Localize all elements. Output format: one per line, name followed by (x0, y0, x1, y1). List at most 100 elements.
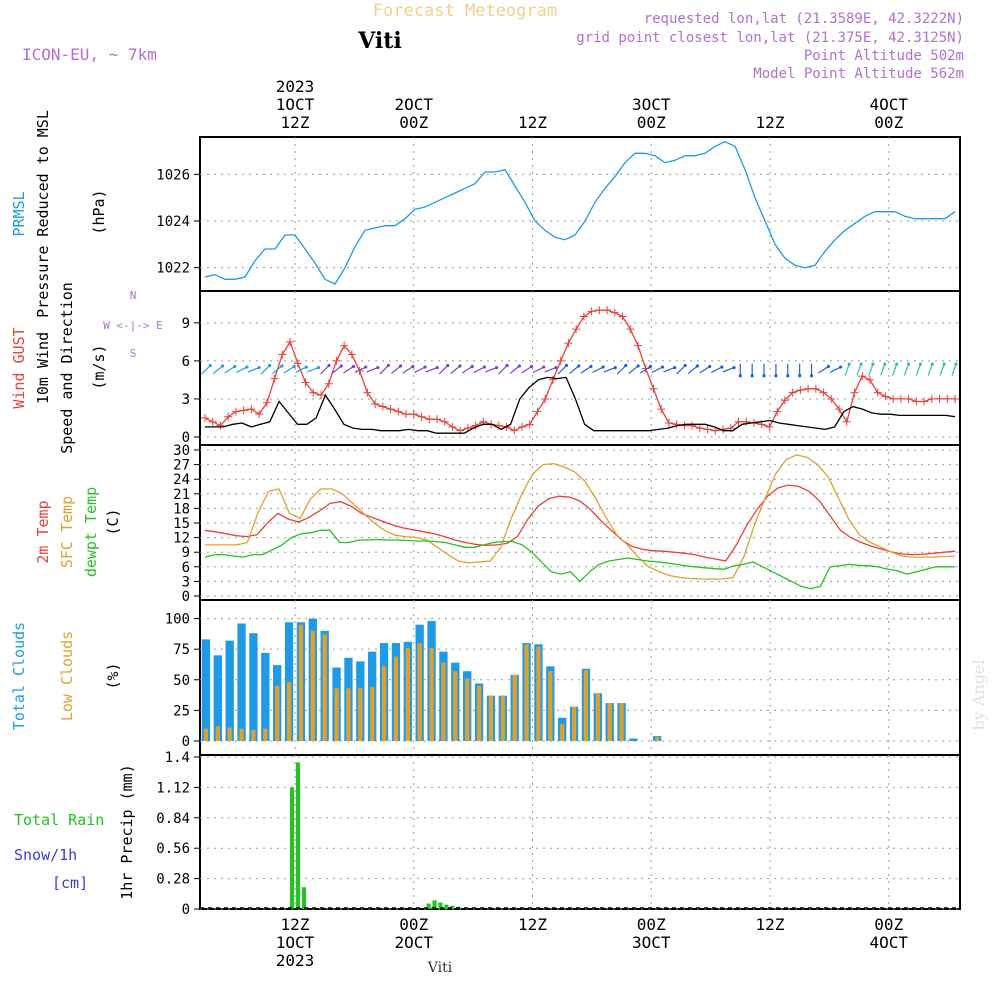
low-cloud-bar (334, 688, 339, 741)
wind-arrow (521, 365, 532, 374)
gust-marker (293, 359, 302, 368)
chart-title: Forecast Meteogram (373, 1, 557, 21)
wind-arrow-head (458, 364, 462, 368)
gust-marker (432, 415, 441, 424)
wind-arrow (544, 367, 557, 373)
wind-arrow-head (786, 374, 790, 378)
compass-south: S (130, 347, 137, 360)
wind-arrow-head (826, 364, 831, 369)
low-cloud-bar (346, 688, 351, 741)
gust-marker (425, 415, 434, 424)
gust-marker (796, 386, 805, 395)
wind-arrow-head (871, 362, 875, 366)
wind-arrow-head (660, 365, 665, 369)
wind-arrow-head (918, 362, 923, 366)
wind-arrow (343, 365, 354, 374)
gust-marker (386, 405, 395, 414)
wind-arrow (331, 365, 342, 375)
y-tick-label: 9 (182, 545, 190, 561)
wind-arrow (651, 366, 663, 374)
wind-arrow-head (411, 364, 415, 369)
gust-marker (201, 413, 209, 422)
wind-arrow (616, 365, 627, 375)
wind-arrow-head (738, 374, 742, 378)
gust-marker (587, 307, 596, 316)
series-line-prmsl (204, 140, 956, 285)
panel-label-0: 2m Temp (34, 500, 52, 563)
wind-arrow-head (494, 366, 499, 370)
low-cloud-bar (381, 666, 387, 741)
wind-arrow (829, 366, 841, 374)
panel-label-1: Low Clouds (58, 631, 76, 721)
wind-arrow (354, 366, 366, 374)
gust-marker (819, 388, 828, 397)
wind-arrow-head (708, 364, 712, 369)
bottom-time-label: 12Z (281, 915, 310, 934)
gust-marker (811, 384, 820, 393)
wind-arrow (450, 365, 461, 375)
series-line-sfc-temp (205, 454, 956, 580)
y-tick-label: 25 (173, 703, 190, 719)
bottom-time-label: 00Z (637, 915, 666, 934)
low-cloud-bar (595, 693, 600, 741)
gust-marker (417, 412, 426, 421)
wind-arrow (473, 366, 485, 374)
wind-arrow (710, 366, 723, 374)
gust-marker (278, 350, 287, 359)
gust-marker (208, 417, 217, 426)
gust-marker (347, 350, 356, 359)
gust-marker (409, 410, 418, 419)
model-altitude: Model Point Altitude 562m (753, 66, 964, 82)
panel-clouds: 0 25 50 75 100 Total Clouds Low Clouds (%) (10, 599, 961, 756)
wind-arrow-head (564, 363, 569, 368)
wind-arrow-head (883, 362, 887, 366)
low-cloud-bar (215, 726, 220, 741)
y-tick-label: 6 (182, 560, 190, 576)
gust-marker (672, 420, 681, 429)
location-title: Viti (357, 28, 402, 54)
model-label: ICON-EU, ~ 7km (22, 45, 157, 64)
wind-arrow-head (233, 364, 237, 369)
label-total-rain: Total Rain (14, 811, 104, 829)
gust-marker (951, 394, 959, 403)
wind-arrow-head (636, 364, 640, 368)
wind-arrow-head (376, 366, 380, 370)
wind-arrow-head (505, 363, 509, 368)
gust-marker (262, 398, 271, 407)
top-time-label: 2023 (276, 77, 315, 96)
wind-arrow (260, 365, 271, 375)
gust-marker (216, 421, 225, 430)
y-tick-label: 15 (173, 516, 190, 532)
low-cloud-bar (500, 695, 505, 741)
y-tick-label: 12 (173, 531, 190, 547)
wind-arrow-head (624, 363, 628, 368)
footer-location: Viti (427, 960, 453, 976)
wind-arrow (461, 365, 473, 374)
low-cloud-bar (405, 647, 410, 741)
bottom-time-label: 12Z (518, 915, 547, 934)
wind-arrow-head (364, 365, 368, 369)
low-cloud-bar (536, 646, 541, 741)
y-tick-label: 18 (173, 501, 190, 517)
y-tick-label: 9 (182, 316, 190, 332)
total-cloud-bar (213, 655, 222, 741)
gust-marker (564, 339, 573, 348)
wind-arrow (687, 365, 698, 375)
gust-marker (935, 394, 944, 403)
bottom-time-label: 2OCT (394, 933, 433, 952)
wind-arrow (663, 367, 675, 373)
top-time-label: 00Z (637, 113, 666, 132)
y-tick-label: 0.84 (156, 811, 190, 827)
panel-label-1: 10m Wind (34, 332, 52, 404)
gust-marker (664, 419, 673, 428)
y-tick-label: 1024 (156, 214, 190, 230)
wind-arrow (390, 365, 402, 375)
low-cloud-bar (524, 644, 529, 741)
wind-arrow (379, 365, 389, 375)
wind-arrow (402, 365, 414, 374)
wind-arrow (580, 365, 592, 374)
wind-arrow-head (750, 374, 754, 378)
gust-marker (842, 417, 851, 426)
gust-marker (873, 388, 882, 397)
